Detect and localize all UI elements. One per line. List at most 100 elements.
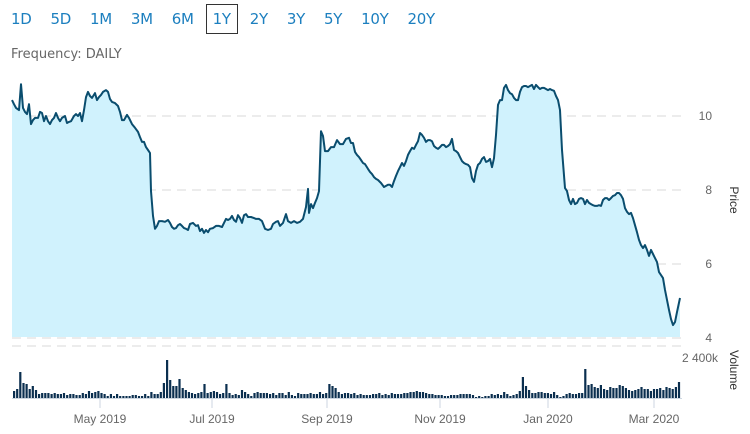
volume-bar xyxy=(415,391,418,398)
volume-bar xyxy=(549,394,553,398)
volume-bar xyxy=(634,390,637,398)
date-tick-label: Nov 2019 xyxy=(414,412,466,426)
volume-bar xyxy=(312,394,315,398)
volume-bar xyxy=(343,393,347,398)
volume-bar xyxy=(13,391,16,398)
volume-bar xyxy=(131,395,134,398)
volume-bar xyxy=(574,394,578,398)
volume-bar xyxy=(159,392,162,398)
volume-bar xyxy=(493,395,496,398)
volume-bar xyxy=(306,394,309,398)
range-button-1d[interactable]: 1D xyxy=(11,10,32,28)
volume-bar xyxy=(103,394,106,398)
volume-bar xyxy=(618,385,621,398)
volume-bar xyxy=(484,396,487,398)
range-button-20y[interactable]: 20Y xyxy=(407,10,435,28)
volume-bar xyxy=(409,392,412,398)
volume-bar xyxy=(465,394,468,398)
price-tick-label: 10 xyxy=(699,109,713,123)
volume-bar xyxy=(278,393,281,398)
price-axis: 4 6 8 10 xyxy=(699,109,713,345)
volume-bar xyxy=(418,392,421,398)
volume-bar xyxy=(300,394,303,398)
volume-bar xyxy=(153,394,156,398)
range-button-3y[interactable]: 3Y xyxy=(286,10,305,28)
volume-bar xyxy=(290,395,293,398)
volume-bar xyxy=(109,394,112,398)
range-button-6m[interactable]: 6M xyxy=(171,10,194,28)
volume-bar xyxy=(219,394,222,398)
date-axis: May 2019 Jul 2019 Sep 2019 Nov 2019 Jan 2020… xyxy=(74,399,680,426)
range-button-5d[interactable]: 5D xyxy=(50,10,72,28)
frequency-label: Frequency: DAILY xyxy=(11,47,122,62)
volume-bar xyxy=(649,391,652,398)
volume-bar xyxy=(668,388,671,398)
volume-bar xyxy=(606,390,609,398)
volume-bar xyxy=(509,396,512,398)
volume-bar xyxy=(677,382,681,398)
volume-bar xyxy=(212,391,215,398)
volume-bar xyxy=(240,390,244,398)
volume-bar xyxy=(356,395,359,398)
range-button-3m[interactable]: 3M xyxy=(130,10,153,28)
volume-bar xyxy=(500,395,503,398)
volume-bar xyxy=(78,395,81,398)
volume-bar xyxy=(184,390,187,398)
volume-bar xyxy=(521,377,524,398)
volume-bar xyxy=(75,395,78,398)
volume-bar xyxy=(631,391,634,398)
volume-bar xyxy=(141,396,144,398)
volume-bar xyxy=(284,395,287,398)
volume-bar xyxy=(187,392,190,398)
volume-bar xyxy=(331,386,334,398)
volume-bar xyxy=(543,393,546,398)
volume-bar xyxy=(643,389,646,398)
volume-bar xyxy=(434,395,437,398)
volume-bar xyxy=(615,388,618,398)
volume-bar xyxy=(328,384,331,398)
volume-bar xyxy=(315,394,318,398)
date-tick-label: May 2019 xyxy=(74,412,127,426)
volume-bar xyxy=(262,393,265,398)
volume-bar xyxy=(97,391,100,398)
volume-bar xyxy=(41,393,44,398)
volume-bar xyxy=(116,394,119,398)
range-button-5y[interactable]: 5Y xyxy=(324,10,343,28)
volume-bar xyxy=(406,393,409,398)
volume-bar xyxy=(72,394,75,398)
volume-bar xyxy=(215,392,219,398)
volume-bar xyxy=(122,396,125,398)
volume-bar xyxy=(134,395,137,398)
range-button-2y[interactable]: 2Y xyxy=(249,10,268,28)
volume-bar xyxy=(437,395,440,398)
volume-bar xyxy=(38,394,41,398)
volume-bar xyxy=(362,395,365,398)
volume-bar xyxy=(431,394,434,398)
volume-bar xyxy=(334,388,337,398)
volume-bar xyxy=(624,388,627,398)
volume-bar xyxy=(166,360,169,398)
range-button-10y[interactable]: 10Y xyxy=(361,10,389,28)
volume-bar xyxy=(128,396,131,398)
volume-bar xyxy=(531,393,534,398)
date-tick-label: Sep 2019 xyxy=(301,412,353,426)
volume-bar xyxy=(228,393,231,398)
volume-bar xyxy=(340,394,343,398)
price-tick-label: 4 xyxy=(705,331,712,345)
volume-bar xyxy=(69,394,72,398)
volume-bar xyxy=(481,397,484,398)
date-tick-label: Jan 2020 xyxy=(523,412,573,426)
range-button-1m[interactable]: 1M xyxy=(90,10,112,28)
volume-bar xyxy=(259,393,262,398)
volume-bar xyxy=(309,393,312,398)
range-button-1y[interactable]: 1Y xyxy=(205,4,238,34)
volume-bar xyxy=(421,392,425,398)
volume-bar xyxy=(456,395,459,398)
volume-bar xyxy=(225,384,228,398)
volume-bar xyxy=(106,396,109,398)
volume-bar xyxy=(112,396,116,398)
volume-bar xyxy=(28,389,31,398)
volume-bar xyxy=(440,395,443,398)
volume-bar xyxy=(553,392,556,398)
volume-bar xyxy=(652,389,656,398)
